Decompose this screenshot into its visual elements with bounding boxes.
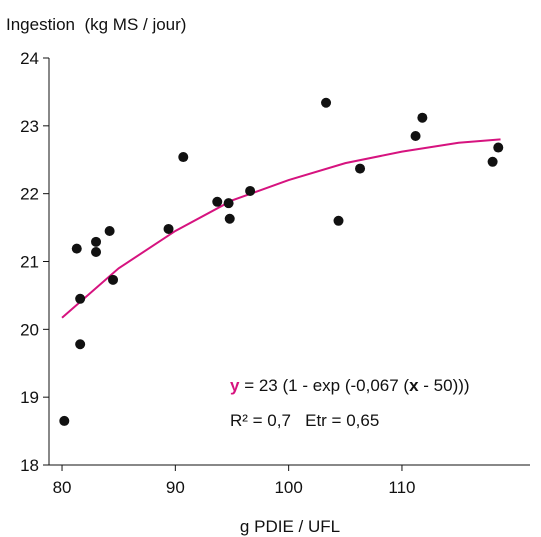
y-tick-label: 18 (20, 456, 39, 475)
data-point (71, 243, 82, 254)
data-point (59, 415, 70, 426)
data-point (245, 185, 256, 196)
y-tick-label: 23 (20, 117, 39, 136)
x-axis-label: g PDIE / UFL (240, 517, 340, 536)
data-point (355, 163, 366, 174)
data-point (493, 142, 504, 153)
data-point (75, 293, 86, 304)
equation-x: x (409, 376, 419, 395)
y-tick-label: 19 (20, 388, 39, 407)
data-point (91, 236, 102, 247)
x-tick-label: 80 (53, 478, 72, 497)
data-point (487, 156, 498, 167)
y-tick-label: 21 (20, 253, 39, 272)
equation: y = 23 (1 - exp (-0,067 (x - 50))) (230, 376, 470, 395)
data-point (333, 215, 344, 226)
x-tick-label: 110 (388, 478, 415, 497)
data-point (91, 247, 102, 258)
equation-part: = 23 (1 - exp (-0,067 ( (239, 376, 409, 395)
data-point (178, 152, 189, 163)
y-tick-label: 20 (20, 320, 39, 339)
data-point (75, 339, 86, 350)
data-point (410, 131, 421, 142)
equation-part: - 50))) (419, 376, 470, 395)
data-point (321, 97, 332, 108)
x-tick-label: 100 (274, 478, 302, 497)
y-tick-label: 24 (20, 49, 39, 68)
chart-title: Ingestion (kg MS / jour) (6, 15, 186, 34)
data-point (417, 112, 428, 123)
fit-curve (61, 138, 501, 319)
equation-y: y (230, 376, 240, 395)
data-point (224, 213, 235, 224)
y-tick-label: 22 (20, 185, 39, 204)
data-point (104, 225, 115, 236)
data-point (163, 223, 174, 234)
data-point (108, 274, 119, 285)
x-tick-label: 90 (166, 478, 185, 497)
stats: R² = 0,7 Etr = 0,65 (230, 411, 379, 430)
data-point (212, 196, 223, 207)
data-point (223, 198, 234, 209)
